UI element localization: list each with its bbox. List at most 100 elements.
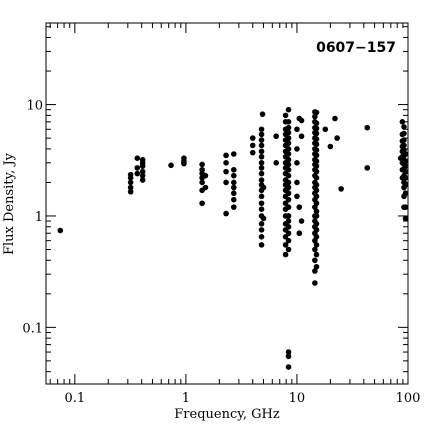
- data-point: [313, 130, 320, 137]
- x-tick-label: 100: [396, 391, 421, 406]
- data-point: [258, 126, 265, 133]
- data-point: [285, 230, 292, 237]
- data-point: [327, 143, 334, 150]
- data-point: [313, 168, 320, 175]
- data-point: [285, 172, 292, 179]
- data-point: [139, 177, 146, 183]
- data-point: [230, 172, 237, 179]
- data-point: [259, 111, 266, 117]
- data-point: [313, 158, 320, 165]
- data-point: [230, 196, 237, 203]
- data-point: [199, 200, 205, 207]
- data-point: [282, 242, 289, 248]
- data-point: [296, 230, 303, 237]
- data-point: [260, 184, 267, 191]
- data-point: [312, 246, 318, 253]
- data-point: [312, 280, 318, 286]
- data-point: [313, 187, 320, 194]
- data-point: [313, 227, 320, 233]
- data-point: [298, 218, 305, 224]
- data-point: [199, 179, 205, 186]
- data-point: [312, 268, 318, 274]
- data-points: [57, 106, 409, 370]
- data-point: [285, 151, 292, 157]
- data-point: [223, 168, 229, 175]
- data-point: [230, 190, 237, 197]
- data-point: [313, 233, 320, 240]
- data-point: [401, 124, 407, 130]
- y-tick-label: 10: [26, 99, 43, 114]
- data-point: [273, 160, 279, 166]
- data-point: [402, 215, 409, 222]
- data-point: [223, 160, 229, 166]
- data-point: [285, 218, 292, 224]
- data-point: [285, 119, 292, 125]
- data-point: [127, 179, 134, 186]
- data-point: [313, 163, 320, 169]
- chart-title: 0607−157: [316, 40, 396, 56]
- data-point: [313, 213, 320, 219]
- data-point: [249, 149, 256, 156]
- data-point: [249, 142, 256, 149]
- data-point: [298, 133, 305, 140]
- data-point: [313, 221, 320, 227]
- data-point: [230, 204, 237, 210]
- data-point: [258, 142, 265, 149]
- data-point: [285, 124, 292, 131]
- data-point: [294, 160, 300, 166]
- data-point: [313, 182, 320, 188]
- data-point: [402, 182, 409, 188]
- data-point: [258, 160, 265, 166]
- data-point: [285, 184, 292, 191]
- data-point: [313, 125, 320, 132]
- data-point: [298, 117, 305, 124]
- data-point: [199, 161, 205, 168]
- data-point: [134, 155, 141, 162]
- data-point: [399, 119, 406, 125]
- data-point: [223, 179, 229, 186]
- data-point: [285, 106, 292, 113]
- data-point: [285, 129, 292, 136]
- data-point: [202, 172, 209, 179]
- data-point: [285, 204, 292, 210]
- data-point: [258, 200, 265, 207]
- data-point: [332, 115, 338, 122]
- data-point: [230, 184, 237, 191]
- x-tick-label: 0.1: [64, 391, 85, 406]
- data-point: [258, 137, 265, 143]
- data-point: [322, 126, 329, 133]
- data-point: [334, 135, 340, 141]
- data-point: [313, 208, 320, 215]
- data-point: [230, 151, 237, 157]
- data-point: [312, 257, 318, 264]
- data-point: [230, 179, 237, 186]
- data-point: [313, 120, 320, 127]
- data-point: [313, 242, 320, 248]
- data-point: [230, 166, 237, 173]
- data-point: [313, 141, 320, 148]
- data-point: [258, 221, 265, 227]
- data-point: [258, 170, 265, 177]
- data-point: [199, 166, 205, 173]
- data-point: [223, 210, 229, 217]
- data-point: [134, 165, 141, 171]
- data-point: [364, 165, 371, 171]
- data-point: [134, 170, 141, 177]
- axis-ticks: [46, 23, 409, 384]
- data-point: [258, 177, 265, 183]
- data-point: [285, 196, 292, 203]
- data-point: [127, 171, 134, 178]
- data-point: [258, 193, 265, 200]
- data-point: [168, 162, 174, 169]
- data-point: [313, 193, 320, 200]
- y-tick-label: 1: [35, 210, 43, 225]
- data-point: [285, 161, 292, 168]
- data-point: [313, 200, 320, 207]
- data-point: [294, 193, 300, 200]
- data-point: [258, 206, 265, 213]
- data-point: [285, 140, 292, 147]
- data-point: [273, 133, 279, 140]
- data-point: [258, 131, 265, 138]
- data-point: [223, 152, 229, 159]
